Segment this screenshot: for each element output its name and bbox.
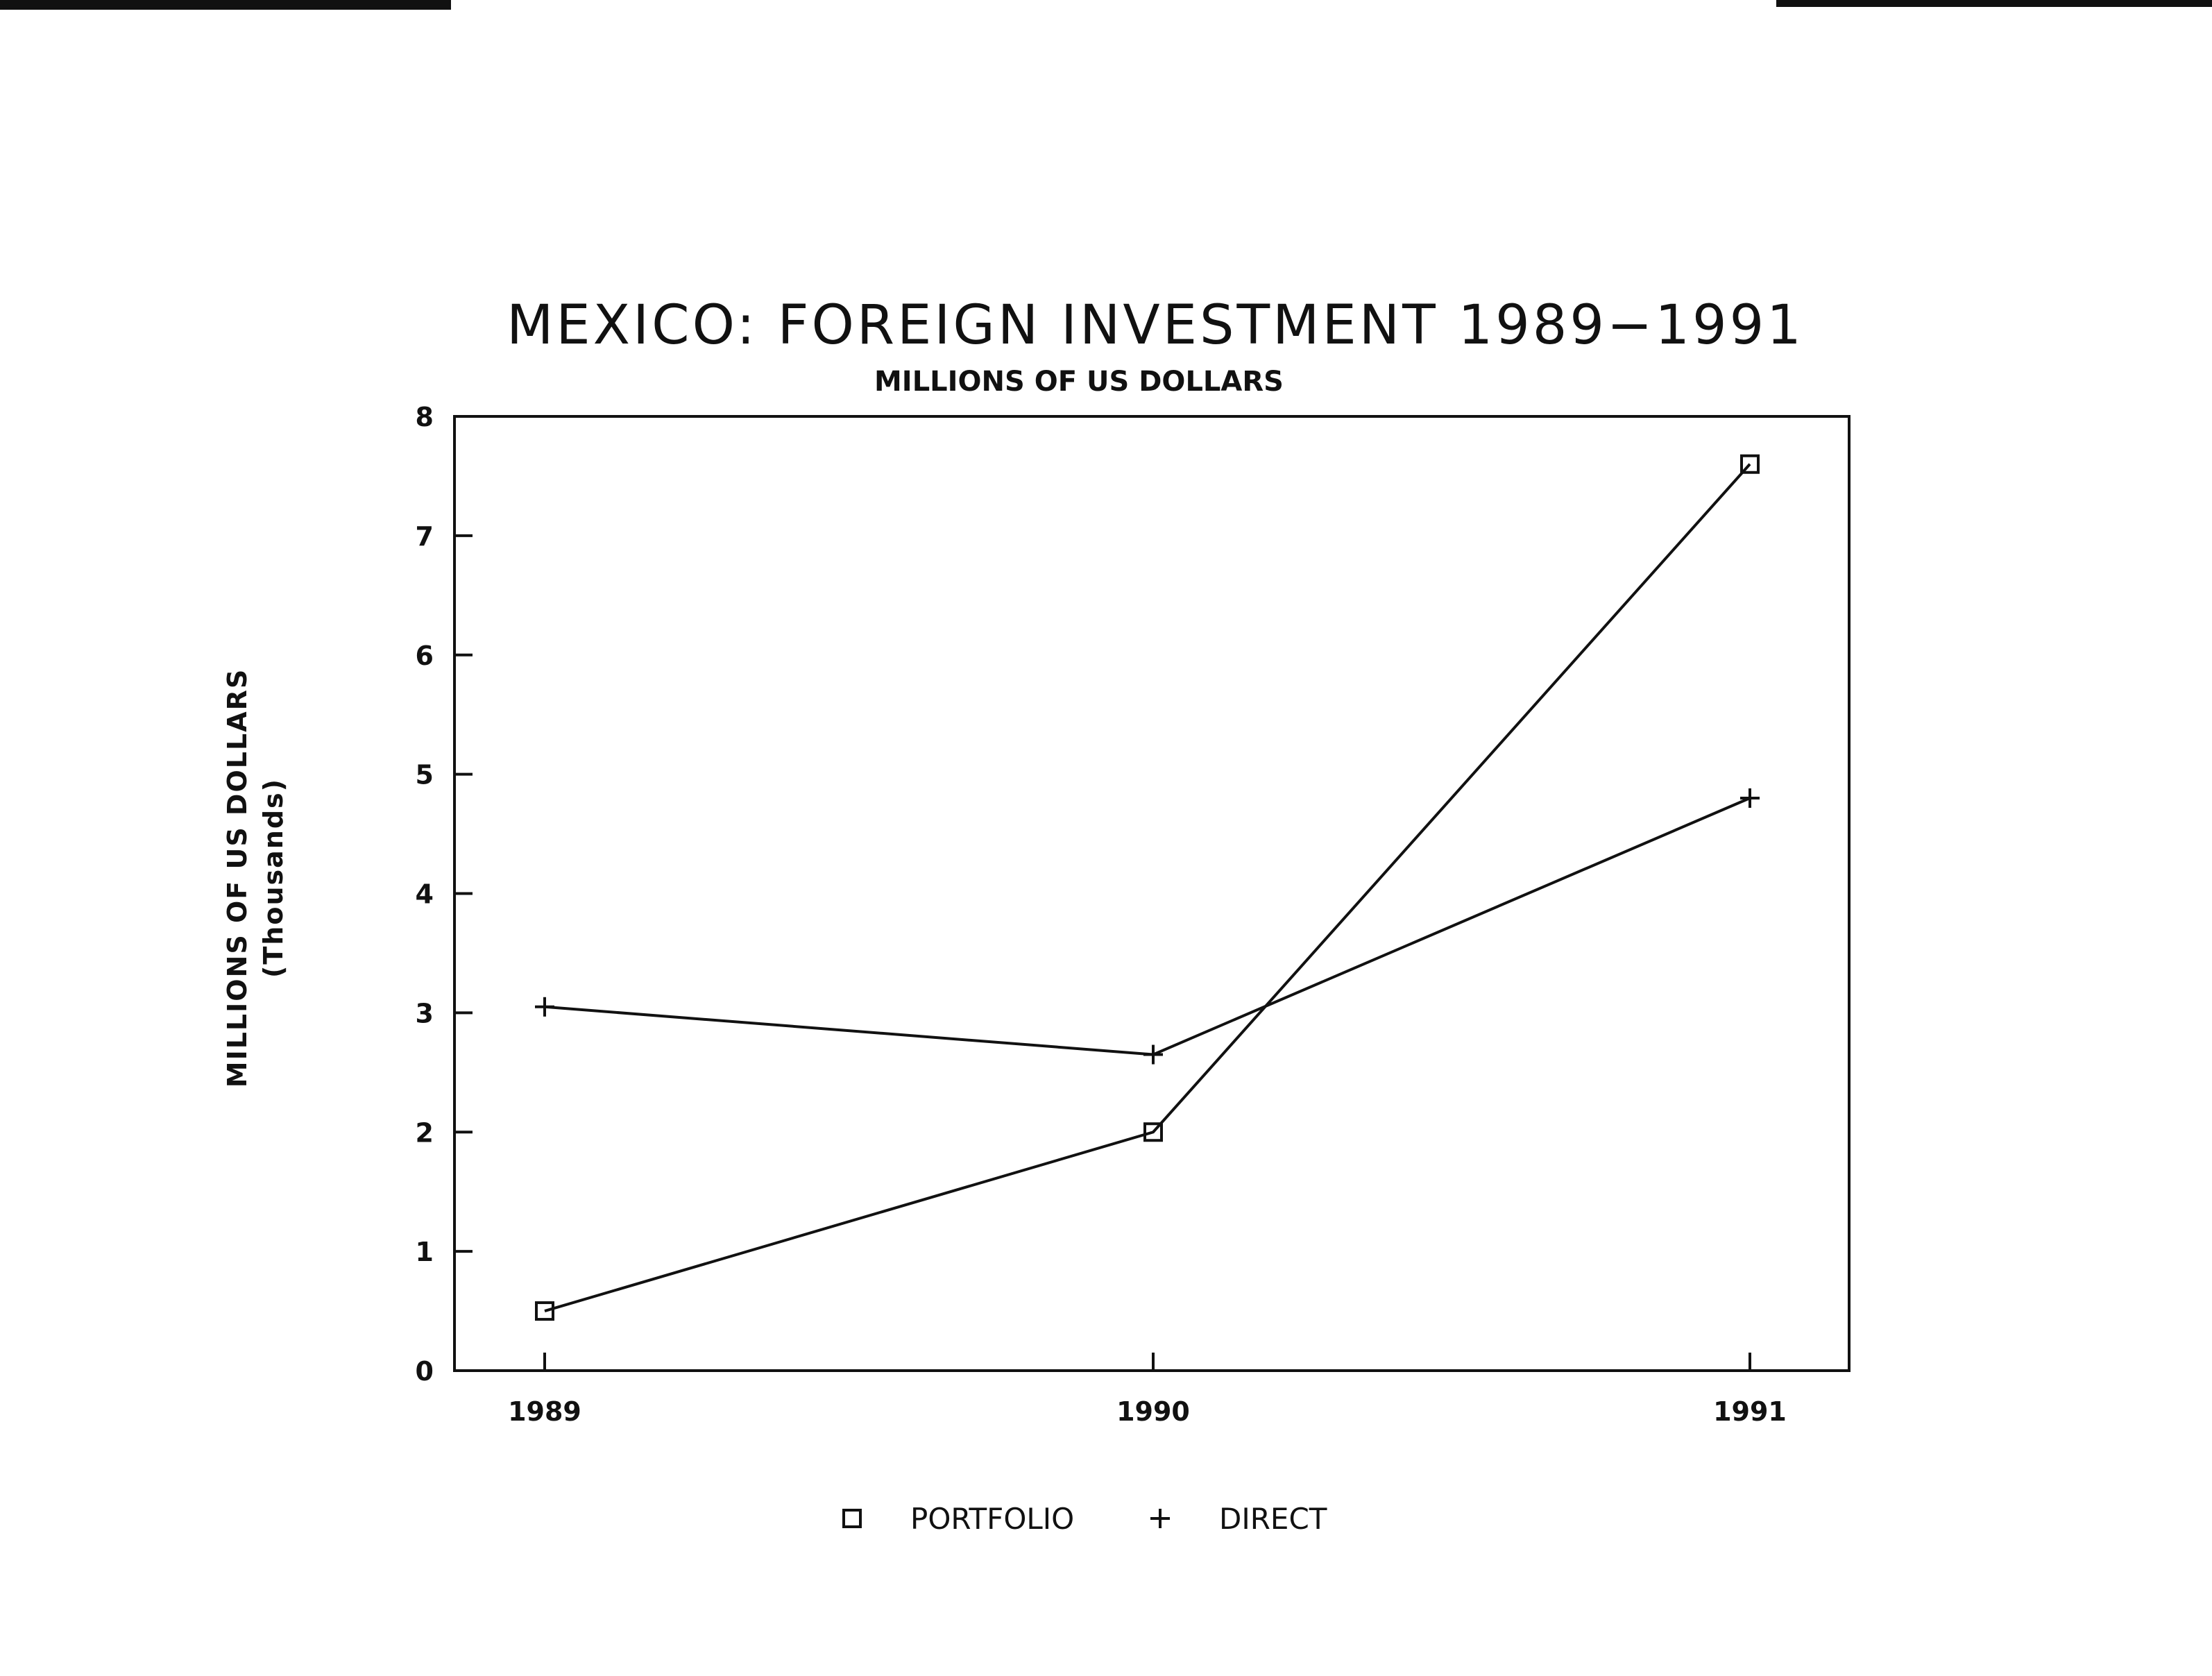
x-tick-label: 1989 (508, 1396, 581, 1427)
legend-label-portfolio: PORTFOLIO (910, 1502, 1074, 1536)
y-tick-label: 5 (416, 760, 434, 790)
y-tick-label: 8 (416, 402, 434, 432)
series-line-portfolio (544, 463, 1751, 1312)
y-tick-label: 0 (416, 1356, 434, 1387)
x-axis: 1989 1990 1991 (508, 1353, 1787, 1427)
scan-edge-left (0, 0, 451, 10)
chart-title: MEXICO: FOREIGN INVESTMENT 1989−1991 (507, 294, 1804, 357)
y-axis: 0 1 2 3 4 5 6 7 8 (416, 402, 473, 1387)
x-tick-label: 1991 (1713, 1396, 1787, 1427)
y-tick-label: 6 (416, 641, 434, 671)
x-tick-label: 1990 (1116, 1396, 1190, 1427)
data-point-portfolio (1740, 454, 1760, 474)
data-point-portfolio (1143, 1122, 1163, 1142)
scan-edge-right (1776, 0, 2212, 7)
series-layer (535, 454, 1760, 1321)
y-axis-label-group: MILLIONS OF US DOLLARS (Thousands) (222, 668, 289, 1087)
data-point-direct (535, 997, 554, 1017)
y-tick-label: 3 (416, 998, 434, 1029)
y-axis-sublabel: (Thousands) (258, 778, 289, 978)
plot-frame (453, 415, 1851, 1372)
y-tick-label: 2 (416, 1117, 434, 1148)
legend-marker-portfolio (842, 1509, 862, 1528)
data-point-direct (1740, 788, 1760, 808)
legend-label-direct: DIRECT (1219, 1502, 1327, 1536)
chart-subtitle: MILLIONS OF US DOLLARS (874, 366, 1284, 398)
data-point-portfolio (535, 1301, 554, 1321)
y-tick-label: 1 (416, 1237, 434, 1267)
series-line-direct (544, 797, 1751, 1056)
data-point-direct (1143, 1044, 1163, 1065)
y-axis-label: MILLIONS OF US DOLLARS (222, 668, 253, 1087)
y-tick-label: 7 (416, 521, 434, 552)
legend: PORTFOLIO DIRECT (842, 1502, 1327, 1536)
y-tick-label: 4 (416, 879, 434, 910)
legend-marker-direct (1150, 1509, 1170, 1528)
